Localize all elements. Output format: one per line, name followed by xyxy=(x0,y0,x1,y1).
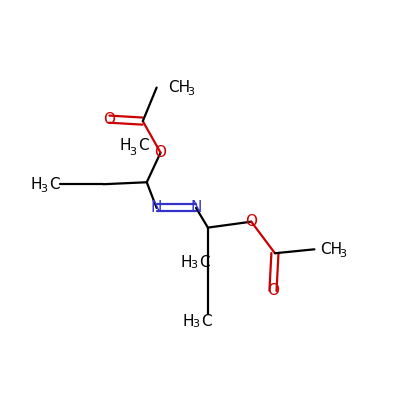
Text: N: N xyxy=(190,200,202,215)
Text: H: H xyxy=(180,255,192,270)
Text: O: O xyxy=(103,112,115,127)
Text: N: N xyxy=(151,200,162,215)
Text: 3: 3 xyxy=(129,148,136,157)
Text: O: O xyxy=(154,145,166,160)
Text: CH: CH xyxy=(320,242,342,257)
Text: 3: 3 xyxy=(40,184,47,194)
Text: C: C xyxy=(138,138,148,153)
Text: O: O xyxy=(267,283,279,298)
Text: C: C xyxy=(201,314,212,329)
Text: 3: 3 xyxy=(190,260,197,270)
Text: 3: 3 xyxy=(187,87,194,97)
Text: O: O xyxy=(245,214,257,229)
Text: 3: 3 xyxy=(339,249,346,259)
Text: H: H xyxy=(182,314,194,329)
Text: CH: CH xyxy=(168,80,190,95)
Text: H: H xyxy=(30,177,42,192)
Text: 3: 3 xyxy=(192,319,199,329)
Text: H: H xyxy=(119,138,131,153)
Text: C: C xyxy=(49,177,60,192)
Text: C: C xyxy=(199,255,210,270)
